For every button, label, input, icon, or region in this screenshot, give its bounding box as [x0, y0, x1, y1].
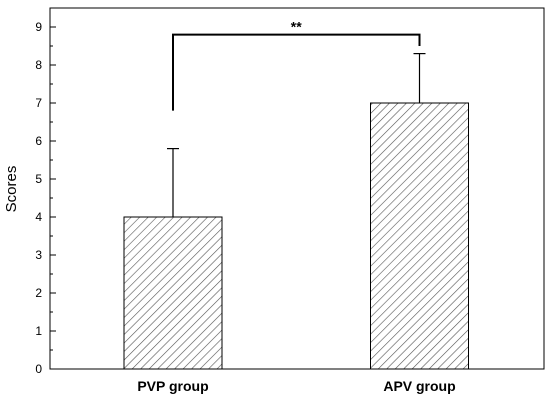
bars: [123, 102, 469, 370]
y-axis-label: Scores: [3, 166, 20, 213]
x-axis: PVP group APV group: [137, 363, 456, 394]
x-tick-label-apv-group: APV group: [383, 378, 455, 394]
bar-apv-group: [370, 102, 469, 370]
y-tick-label-2: 2: [35, 286, 42, 300]
error-bars: [167, 52, 426, 217]
significance-line: [172, 33, 421, 111]
x-tick-label-pvp-group: PVP group: [137, 378, 208, 394]
plot-frame: [49, 7, 545, 370]
y-tick-label-6: 6: [35, 134, 42, 148]
bar-pvp-group: [123, 216, 223, 370]
y-tick-label-9: 9: [35, 20, 42, 34]
significance-bracket: **: [172, 19, 421, 111]
y-tick-label-4: 4: [35, 210, 42, 224]
y-axis: 0 1 2 3 4 5 6 7 8 9: [35, 20, 56, 376]
y-tick-label-7: 7: [35, 96, 42, 110]
y-tick-label-5: 5: [35, 172, 42, 186]
y-tick-label-1: 1: [35, 324, 42, 338]
significance-label: **: [291, 19, 302, 35]
y-tick-label-8: 8: [35, 58, 42, 72]
y-tick-label-0: 0: [35, 362, 42, 376]
y-tick-label-3: 3: [35, 248, 42, 262]
